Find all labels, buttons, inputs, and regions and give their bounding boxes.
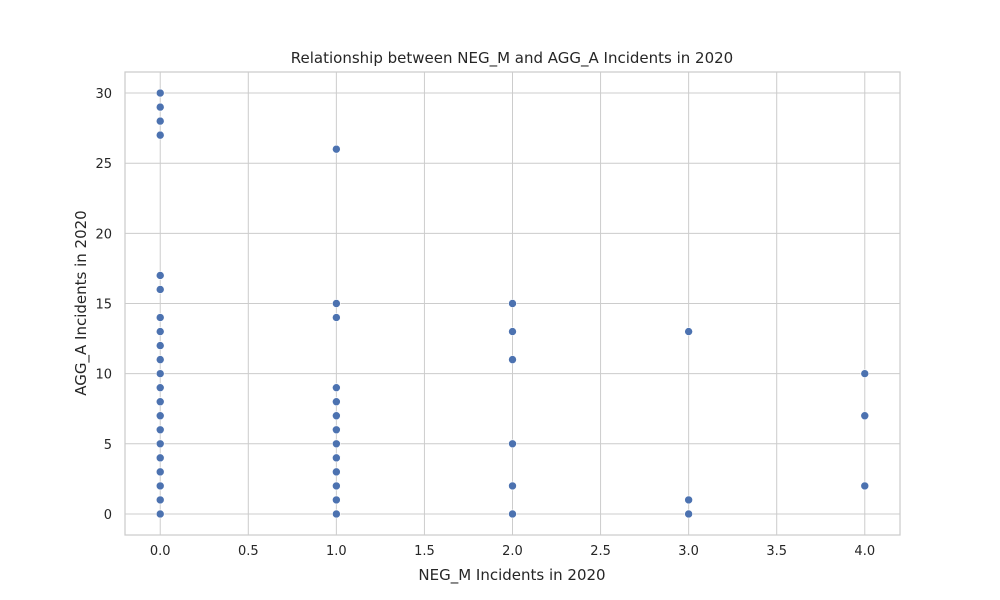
chart-title: Relationship between NEG_M and AGG_A Inc… [291,49,733,68]
data-point [332,481,341,491]
y-axis-label: AGG_A Incidents in 2020 [72,210,91,395]
data-point [155,369,165,378]
y-tick-label: 10 [95,368,112,383]
data-point [155,397,165,407]
data-point [684,327,693,336]
x-tick-label: 0.0 [150,544,171,559]
y-tick-label: 5 [104,438,112,453]
data-point [155,327,165,336]
data-point [684,495,693,505]
data-point [860,369,870,378]
data-point [155,383,165,392]
data-point [332,411,341,421]
x-tick-label: 0.5 [238,544,259,559]
x-tick-label: 4.0 [854,544,875,559]
data-point [155,102,165,112]
data-point [332,313,341,322]
x-tick-label: 2.0 [502,544,523,559]
data-point [332,425,341,435]
data-point [508,355,517,364]
x-tick-label: 3.5 [766,544,787,559]
data-point [332,397,341,407]
data-point [155,425,165,435]
data-point [508,509,517,519]
data-point [332,439,341,449]
data-point [332,495,341,505]
data-point [860,481,870,491]
x-axis-label: NEG_M Incidents in 2020 [418,566,605,585]
data-point [332,467,341,477]
y-tick-label: 25 [95,157,112,172]
data-point [684,509,693,519]
data-point [155,130,165,140]
data-point [155,355,165,364]
data-point [332,299,341,308]
data-point [332,509,341,519]
data-point [155,341,165,350]
data-point [155,467,165,477]
data-point [155,439,165,449]
data-point [155,88,165,98]
data-point [155,313,165,322]
y-tick-label: 20 [95,227,112,242]
data-point [155,285,165,294]
data-point [508,481,517,491]
data-point [860,411,870,421]
x-tick-label: 2.5 [590,544,611,559]
data-point [155,495,165,505]
data-points [155,88,870,519]
x-tick-label: 1.5 [414,544,435,559]
data-point [155,453,165,463]
data-point [332,383,341,392]
x-axis-ticks: 0.0 0.5 1.0 1.5 2.0 2.5 3.0 3.5 4.0 [150,544,875,559]
data-point [155,116,165,126]
x-tick-label: 3.0 [678,544,699,559]
data-point [155,271,165,280]
y-tick-label: 15 [95,298,112,313]
data-point [508,299,517,308]
data-point [332,144,341,154]
data-point [508,439,517,449]
data-point [332,453,341,463]
data-point [155,509,165,519]
y-tick-label: 30 [95,87,112,102]
y-axis-ticks: 0 5 10 15 20 25 30 [95,87,112,523]
data-point [155,481,165,491]
y-tick-label: 0 [104,508,112,523]
data-point [508,327,517,336]
data-point [155,411,165,421]
x-tick-label: 1.0 [326,544,347,559]
plot-frame [124,71,901,536]
